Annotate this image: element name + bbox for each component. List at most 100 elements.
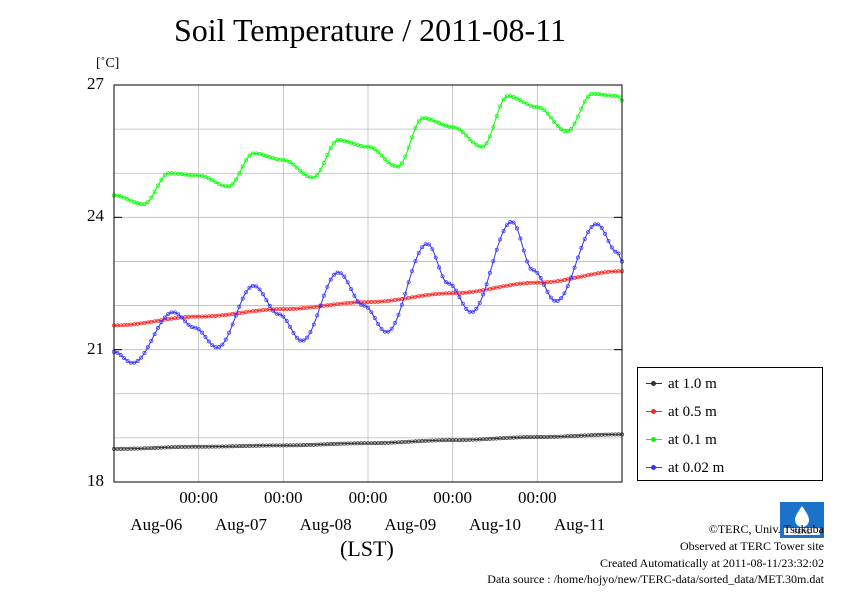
data-point — [173, 310, 177, 315]
y-tick-label: 21 — [87, 338, 104, 358]
data-point — [460, 130, 465, 135]
data-point — [596, 222, 601, 227]
data-point — [545, 289, 550, 294]
data-point — [145, 345, 150, 350]
legend: at 1.0 m at 0.5 m at 0.1 m at 0.02 m — [637, 367, 823, 481]
x-tick-date-label: Aug-08 — [299, 515, 352, 534]
data-point — [308, 330, 313, 335]
data-point — [399, 302, 404, 307]
data-point — [230, 182, 235, 187]
data-point — [311, 175, 316, 180]
credit-line-3: Created Automatically at 2011-08-11/23:3… — [599, 556, 824, 570]
data-point — [322, 160, 326, 165]
data-point — [474, 142, 479, 147]
data-point — [332, 140, 337, 145]
credit-line-4: Data source : /home/hojyo/new/TERC-data/… — [487, 572, 824, 586]
series-line — [113, 270, 623, 326]
terc-logo-icon: TERC — [780, 502, 824, 538]
series-at-0-1-m — [112, 91, 624, 206]
data-point — [471, 309, 475, 314]
data-point — [501, 97, 506, 102]
data-point — [122, 356, 127, 361]
data-point — [318, 303, 323, 308]
y-axis-unit: [˚C] — [96, 56, 120, 71]
data-point — [305, 173, 309, 178]
x-tick-time-label: 00:00 — [433, 488, 473, 507]
data-point — [440, 274, 445, 279]
data-point — [288, 324, 293, 329]
data-point — [267, 155, 272, 160]
data-point — [200, 173, 205, 178]
data-point — [427, 116, 431, 121]
data-point — [257, 152, 262, 156]
data-point — [284, 319, 289, 323]
series-line — [113, 433, 623, 450]
data-point — [203, 335, 208, 339]
data-point — [386, 160, 391, 165]
data-point — [325, 284, 330, 289]
data-point — [240, 296, 245, 301]
data-point — [284, 158, 289, 163]
data-point — [328, 277, 333, 282]
data-point — [322, 293, 326, 298]
data-point — [257, 287, 262, 292]
data-point — [338, 271, 343, 276]
data-point — [572, 265, 577, 270]
data-point — [149, 338, 154, 343]
data-point — [542, 108, 547, 113]
data-point — [579, 106, 584, 111]
data-point — [291, 330, 296, 335]
data-point — [362, 303, 367, 308]
data-point — [128, 198, 133, 203]
x-tick-time-label: 00:00 — [263, 488, 303, 507]
data-point — [288, 160, 293, 165]
x-axis-label: (LST) — [340, 536, 394, 561]
legend-marker-icon — [646, 464, 662, 472]
data-point — [396, 312, 401, 317]
data-point — [115, 350, 120, 355]
data-point — [613, 249, 618, 254]
data-point — [457, 295, 462, 299]
data-point — [555, 123, 560, 128]
data-point — [413, 126, 418, 131]
data-point — [159, 320, 164, 325]
data-point — [247, 285, 252, 290]
data-point — [139, 355, 144, 360]
data-point — [521, 248, 526, 253]
data-point — [118, 353, 123, 358]
data-point — [376, 322, 381, 326]
data-point — [525, 259, 530, 264]
data-point — [301, 338, 306, 343]
data-point — [450, 283, 455, 288]
data-point — [135, 359, 140, 363]
data-point — [264, 298, 269, 302]
y-tick-label: 27 — [87, 74, 104, 93]
data-point — [572, 121, 577, 126]
data-point — [531, 268, 536, 273]
data-point — [389, 326, 394, 331]
data-point — [471, 140, 475, 145]
x-tick-time-label: 00:00 — [348, 488, 388, 507]
data-point — [196, 327, 201, 332]
data-point — [267, 303, 272, 308]
data-point — [609, 245, 614, 250]
x-tick-time-label: 00:00 — [517, 488, 557, 507]
y-tick-label: 24 — [87, 206, 104, 226]
x-tick-date-label: Aug-09 — [384, 515, 437, 534]
data-point — [213, 180, 218, 185]
data-point — [176, 312, 181, 317]
series-line — [113, 93, 623, 205]
data-point — [518, 236, 523, 241]
data-point — [379, 153, 384, 158]
data-point — [565, 129, 570, 134]
data-point — [589, 224, 594, 229]
data-point — [498, 104, 503, 109]
data-point — [376, 150, 381, 154]
credit-line-2: Observed at TERC Tower site — [679, 539, 824, 553]
data-point — [311, 322, 316, 327]
data-point — [515, 226, 519, 231]
data-point — [416, 250, 421, 255]
legend-label: at 1.0 m — [668, 375, 717, 392]
data-point — [447, 281, 452, 286]
data-point — [464, 306, 469, 311]
